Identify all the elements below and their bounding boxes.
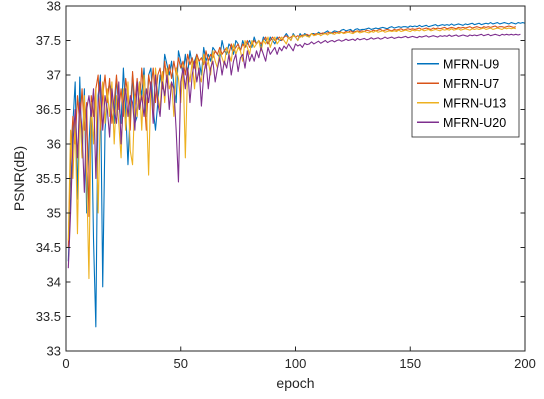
y-tick-label: 34.5 <box>36 240 61 255</box>
legend-entry: MFRN-U7 <box>443 77 499 91</box>
y-tick-label: 36.5 <box>36 102 61 117</box>
y-tick-label: 37.5 <box>36 33 61 48</box>
y-tick-label: 37 <box>47 68 61 83</box>
y-tick-label: 33.5 <box>36 309 61 324</box>
legend-entry: MFRN-U20 <box>443 116 506 130</box>
y-tick-label: 38 <box>47 0 61 14</box>
x-tick-label: 200 <box>514 356 536 371</box>
x-tick-label: 100 <box>285 356 307 371</box>
axes-layer: 0 50 100 150 200 33 33.5 34 34.5 35 35.5 36 36.5 37 37… <box>36 0 536 371</box>
series-layer <box>67 22 526 328</box>
x-tick-label: 0 <box>62 356 69 371</box>
x-axis-label: epoch <box>276 375 314 391</box>
x-tick-label: 150 <box>399 356 421 371</box>
y-tick-label: 35.5 <box>36 171 61 186</box>
y-tick-label: 34 <box>47 275 61 290</box>
legend: MFRN-U9 MFRN-U7 MFRN-U13 MFRN-U20 <box>411 48 520 138</box>
x-tick-label: 50 <box>174 356 188 371</box>
y-tick-label: 33 <box>47 344 61 359</box>
y-axis-label: PSNR(dB) <box>11 146 27 211</box>
y-tick-label: 36 <box>47 137 61 152</box>
series-line-4 <box>67 33 521 269</box>
legend-entry: MFRN-U13 <box>443 96 506 110</box>
legend-entry: MFRN-U9 <box>443 57 499 71</box>
y-tick-label: 35 <box>47 206 61 221</box>
